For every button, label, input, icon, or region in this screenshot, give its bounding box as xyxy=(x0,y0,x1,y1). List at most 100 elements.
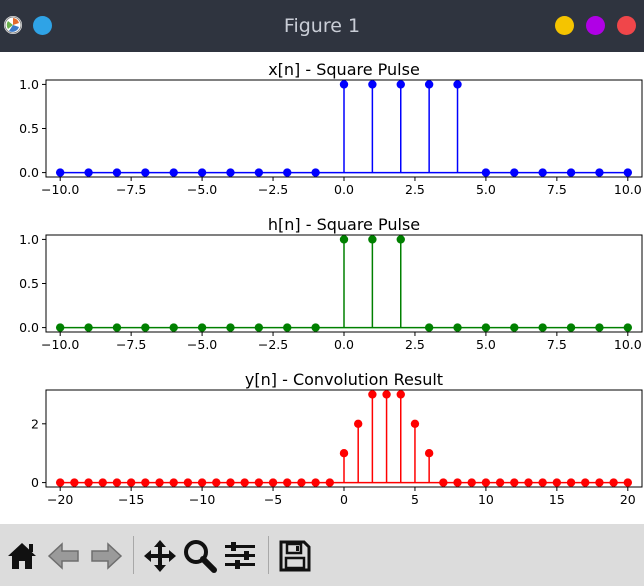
chart3-marker xyxy=(524,478,533,487)
chart2-marker xyxy=(339,235,349,244)
chart2-marker xyxy=(595,323,604,332)
chart2-marker xyxy=(453,323,462,332)
chart2-xtick-label: 2.5 xyxy=(405,337,425,352)
chart3-xtick-label: −10 xyxy=(189,492,215,507)
chart3-marker xyxy=(623,478,633,487)
chart1-marker xyxy=(510,168,519,177)
chart1-marker xyxy=(538,168,547,177)
chart1-marker xyxy=(254,168,264,177)
chart3-marker xyxy=(268,478,278,487)
chart2-marker xyxy=(226,323,235,332)
chart3-marker xyxy=(566,478,576,487)
chart3-marker xyxy=(538,478,547,487)
chart1-xtick-label: −5.0 xyxy=(187,182,217,197)
chart1-marker xyxy=(197,168,207,177)
chart3-marker xyxy=(254,478,264,487)
navigation-toolbar xyxy=(0,524,644,586)
chart1-marker xyxy=(283,168,292,177)
chart2-marker xyxy=(368,235,377,244)
chart1-xtick-label: 7.5 xyxy=(547,182,567,197)
chart3-marker xyxy=(424,448,434,458)
chart3-title: y[n] - Convolution Result xyxy=(245,370,443,389)
chart2-xtick-label: 0.0 xyxy=(334,337,354,352)
chart3-marker xyxy=(183,478,193,487)
chart1-xtick-label: −7.5 xyxy=(116,182,146,197)
save-icon[interactable] xyxy=(277,538,313,574)
app-menu-dot[interactable] xyxy=(33,16,52,35)
chart3-marker xyxy=(141,478,150,487)
chart1-marker xyxy=(481,168,491,177)
chart3-marker xyxy=(240,478,249,487)
chart2-xtick-label: 7.5 xyxy=(547,337,567,352)
chart1-marker xyxy=(339,80,349,89)
chart3-marker xyxy=(339,448,349,458)
chart2-marker xyxy=(55,323,65,332)
window-title: Figure 1 xyxy=(283,15,361,37)
back-arrow-icon[interactable] xyxy=(46,538,82,574)
minimize-button[interactable] xyxy=(555,16,574,35)
chart3-xtick-label: 10 xyxy=(478,492,494,507)
maximize-button[interactable] xyxy=(586,16,605,35)
chart1-ytick-label: 0.5 xyxy=(19,121,39,136)
chart3-marker xyxy=(481,478,491,487)
chart2-xtick-label: −5.0 xyxy=(187,337,217,352)
forward-arrow-icon[interactable] xyxy=(88,538,124,574)
chart3-marker xyxy=(410,419,420,429)
chart3-xtick-label: 0 xyxy=(340,492,348,507)
chart3-marker xyxy=(595,478,604,487)
chart2-marker xyxy=(623,323,633,332)
chart1-marker xyxy=(453,80,462,89)
chart3-xtick-label: −5 xyxy=(264,492,282,507)
chart3-marker xyxy=(382,390,391,399)
home-icon[interactable] xyxy=(4,538,40,574)
zoom-icon[interactable] xyxy=(182,538,218,574)
chart3-xtick-label: −15 xyxy=(118,492,144,507)
pan-icon[interactable] xyxy=(142,538,178,574)
chart3-marker xyxy=(84,478,93,487)
chart2-marker xyxy=(141,323,150,332)
chart2-marker xyxy=(566,323,576,332)
chart2-ytick-label: 1.0 xyxy=(19,232,39,247)
chart1-marker xyxy=(595,168,604,177)
chart3-marker xyxy=(297,478,306,487)
chart2-marker xyxy=(311,323,320,332)
chart3-marker xyxy=(169,478,178,487)
chart1-xtick-label: 2.5 xyxy=(405,182,425,197)
chart1-marker xyxy=(55,168,65,177)
close-button[interactable] xyxy=(617,16,636,35)
chart2-xtick-label: −10.0 xyxy=(41,337,79,352)
chart2-marker xyxy=(84,323,93,332)
chart3-marker xyxy=(283,478,292,487)
chart3-marker xyxy=(495,478,505,487)
chart3-marker xyxy=(396,390,405,399)
chart2-marker xyxy=(538,323,547,332)
chart3-marker xyxy=(552,478,562,487)
chart2-ytick-label: 0.5 xyxy=(19,276,39,291)
chart1-xtick-label: 5.0 xyxy=(476,182,496,197)
chart3-ytick-label: 2 xyxy=(31,416,39,431)
chart2-marker xyxy=(424,323,434,332)
chart2-xtick-label: −7.5 xyxy=(116,337,146,352)
chart3-xtick-label: 5 xyxy=(411,492,419,507)
window-titlebar: Figure 1 xyxy=(0,0,644,52)
chart3-marker xyxy=(226,478,235,487)
chart3-ytick-label: 0 xyxy=(31,475,39,490)
chart3-marker xyxy=(197,478,207,487)
chart2-xtick-label: 5.0 xyxy=(476,337,496,352)
chart1-xtick-label: 10.0 xyxy=(614,182,642,197)
chart2-marker xyxy=(254,323,264,332)
chart1-marker xyxy=(311,168,320,177)
chart3-xtick-label: 20 xyxy=(620,492,636,507)
chart1-marker xyxy=(141,168,150,177)
chart2-marker xyxy=(169,323,178,332)
chart1-marker xyxy=(623,168,633,177)
chart2-marker xyxy=(481,323,491,332)
chart1-ytick-label: 0.0 xyxy=(19,165,39,180)
chart2-marker xyxy=(283,323,292,332)
chart2-ytick-label: 0.0 xyxy=(19,320,39,335)
configure-subplots-icon[interactable] xyxy=(222,538,258,574)
chart3-marker xyxy=(453,478,462,487)
figure-canvas[interactable]: x[n] - Square Pulse −10.0 −7.5 −5.0 −2.5 0.0 2… xyxy=(0,52,644,524)
chart1-marker xyxy=(396,80,405,89)
chart1-marker xyxy=(424,80,434,89)
